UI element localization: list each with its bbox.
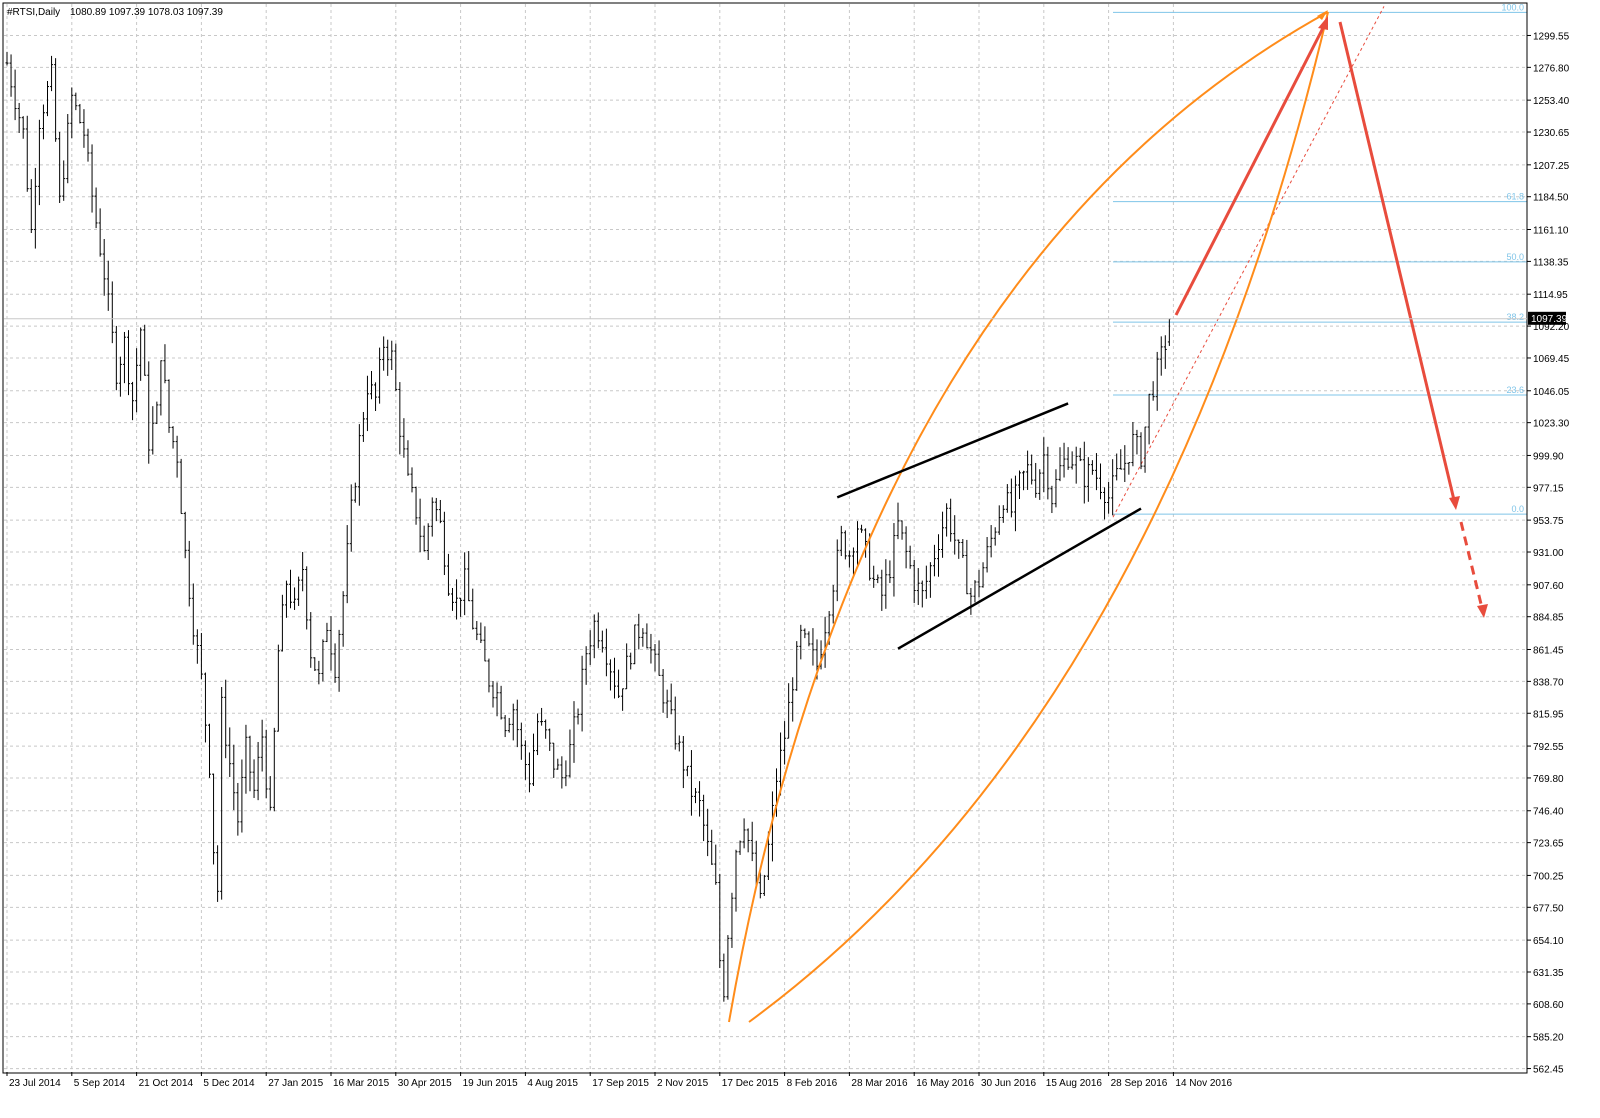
forecast-arrow-up-head <box>1318 16 1328 30</box>
y-tick-label: 1092.20 <box>1533 322 1570 333</box>
x-tick-label: 17 Sep 2015 <box>592 1078 649 1089</box>
forecast-arrow-down-head <box>1449 496 1460 510</box>
y-tick-label: 631.35 <box>1533 968 1564 979</box>
plot-frame <box>2 2 1528 1074</box>
chart-header-ohlc: 1080.89 1097.39 1078.03 1097.39 <box>70 7 223 18</box>
y-tick-label: 931.00 <box>1533 548 1564 559</box>
y-tick-label: 723.65 <box>1533 839 1564 850</box>
current-price-label-bg <box>1528 311 1566 325</box>
y-tick-label: 884.85 <box>1533 613 1564 624</box>
forecast-arrow-projection-head <box>1477 604 1488 618</box>
y-tick-label: 1253.40 <box>1533 96 1570 107</box>
y-tick-label: 769.80 <box>1533 774 1564 785</box>
channel-trendline[interactable] <box>897 507 1142 650</box>
x-tick-label: 8 Feb 2016 <box>787 1078 838 1089</box>
x-tick-label: 17 Dec 2015 <box>722 1078 779 1089</box>
y-tick-label: 953.75 <box>1533 516 1564 527</box>
y-tick-label: 1114.95 <box>1533 290 1568 301</box>
current-price-label: 1097.39 <box>1531 314 1568 325</box>
fibonacci-level-label: 50.0 <box>1506 252 1524 262</box>
x-tick-label: 5 Sep 2014 <box>74 1078 126 1089</box>
y-tick-label: 1230.65 <box>1533 128 1570 139</box>
x-tick-label: 14 Nov 2016 <box>1175 1078 1232 1089</box>
fibonacci-arc-lower[interactable] <box>748 11 1329 1023</box>
y-tick-label: 1299.55 <box>1533 31 1570 42</box>
fibonacci-level-label: 100.0 <box>1501 2 1524 12</box>
annotations[interactable] <box>728 10 1488 1023</box>
x-tick-label: 19 Jun 2015 <box>463 1078 518 1089</box>
x-tick-label: 5 Dec 2014 <box>203 1078 255 1089</box>
y-tick-label: 999.90 <box>1533 451 1564 462</box>
y-tick-label: 1184.50 <box>1533 193 1569 204</box>
y-tick-label: 585.20 <box>1533 1033 1564 1044</box>
y-tick-label: 977.15 <box>1533 483 1564 494</box>
fibonacci-level-label: 0.0 <box>1511 504 1524 514</box>
y-tick-label: 677.50 <box>1533 903 1564 914</box>
price-bars <box>5 51 1171 1002</box>
x-tick-label: 21 Oct 2014 <box>139 1078 194 1089</box>
y-tick-label: 838.70 <box>1533 677 1564 688</box>
y-tick-label: 1276.80 <box>1533 63 1570 74</box>
price-axis[interactable]: 1299.55 1276.80 1253.40 1230.65 1207.25 1184.… <box>4 31 1570 1076</box>
chart-header-symbol: #RTSI,Daily <box>7 7 60 18</box>
grid-layer <box>4 4 1527 1072</box>
fibonacci-levels[interactable]: 100.0 61.8 50.0 38.2 23.6 0.0 <box>1112 2 1527 518</box>
x-tick-label: 28 Mar 2016 <box>851 1078 908 1089</box>
fibonacci-level-label: 61.8 <box>1506 192 1524 202</box>
x-tick-label: 4 Aug 2015 <box>527 1078 578 1089</box>
x-tick-label: 28 Sep 2016 <box>1111 1078 1168 1089</box>
x-tick-label: 15 Aug 2016 <box>1046 1078 1103 1089</box>
fibonacci-arc-upper[interactable] <box>728 11 1329 1023</box>
forecast-arrow-up[interactable] <box>1174 25 1326 316</box>
arc-apex-arrowhead <box>1317 10 1328 20</box>
y-tick-label: 792.55 <box>1533 742 1564 753</box>
y-tick-label: 654.10 <box>1533 936 1564 947</box>
y-tick-label: 608.60 <box>1533 1000 1564 1011</box>
x-tick-label: 16 Mar 2015 <box>333 1078 390 1089</box>
x-tick-label: 27 Jan 2015 <box>268 1078 323 1089</box>
x-tick-label: 16 May 2016 <box>916 1078 974 1089</box>
forecast-arrow-down[interactable] <box>1338 21 1456 501</box>
x-tick-label: 30 Apr 2015 <box>398 1078 452 1089</box>
y-tick-label: 907.60 <box>1533 581 1564 592</box>
y-tick-label: 1046.05 <box>1533 387 1570 398</box>
fibonacci-trend-line[interactable] <box>1112 6 1385 518</box>
channel-trendline[interactable] <box>836 402 1069 499</box>
y-tick-label: 815.95 <box>1533 709 1564 720</box>
y-tick-label: 562.45 <box>1533 1065 1564 1076</box>
y-tick-label: 700.25 <box>1533 871 1564 882</box>
fibonacci-level-label: 23.6 <box>1506 385 1524 395</box>
x-tick-label: 2 Nov 2015 <box>657 1078 709 1089</box>
y-tick-label: 1023.30 <box>1533 419 1570 430</box>
x-tick-label: 23 Jul 2014 <box>9 1078 61 1089</box>
fibonacci-level-label: 38.2 <box>1506 312 1524 322</box>
y-tick-label: 1161.10 <box>1533 226 1569 237</box>
y-tick-label: 1069.45 <box>1533 354 1570 365</box>
y-tick-label: 1207.25 <box>1533 161 1570 172</box>
y-tick-label: 861.45 <box>1533 645 1564 656</box>
time-axis[interactable]: 23 Jul 2014 5 Sep 2014 21 Oct 2014 5 Dec 20… <box>6 1072 1233 1089</box>
x-tick-label: 30 Jun 2016 <box>981 1078 1036 1089</box>
y-tick-label: 1138.35 <box>1533 257 1569 268</box>
y-tick-label: 746.40 <box>1533 807 1564 818</box>
